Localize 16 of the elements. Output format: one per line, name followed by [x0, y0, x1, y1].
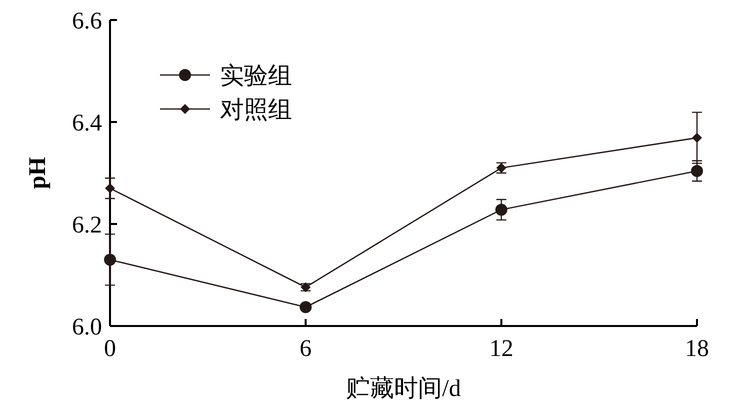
y-tick-label: 6.6	[72, 8, 102, 34]
y-tick-label: 6.4	[72, 110, 102, 136]
point	[300, 301, 312, 314]
point	[692, 132, 702, 143]
x-tick-label: 6	[300, 336, 312, 362]
y-axis-title: pH	[25, 156, 51, 190]
point	[691, 164, 703, 177]
y-tick-label: 6.0	[72, 314, 102, 340]
x-axis-title: 贮藏时间/d	[346, 376, 461, 402]
legend-label: 对照组	[220, 95, 292, 124]
y-tick-label: 6.2	[72, 212, 102, 238]
point	[495, 204, 508, 216]
legend-label: 实验组	[220, 61, 292, 90]
x-tick-label: 18	[685, 336, 709, 362]
x-tick-label: 0	[104, 336, 116, 362]
x-tick-label: 12	[489, 336, 514, 362]
